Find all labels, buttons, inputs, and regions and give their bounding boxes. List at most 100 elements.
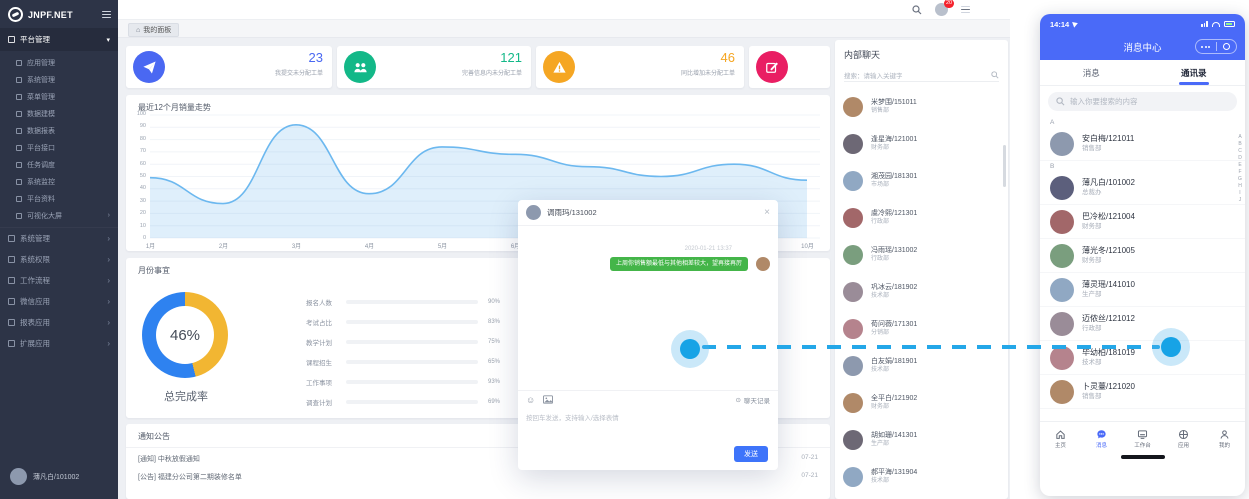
- index-letter[interactable]: I: [1239, 190, 1241, 196]
- chat-history-button[interactable]: ⊙ 聊天记录: [736, 395, 770, 405]
- close-circle-icon[interactable]: [1217, 43, 1237, 50]
- contact-row[interactable]: 逢星海/121001 财务部: [835, 125, 1008, 162]
- contact-row[interactable]: 郝平海/131904 技术部: [835, 458, 1008, 495]
- scrollbar[interactable]: [1003, 145, 1006, 187]
- index-letter[interactable]: B: [1238, 141, 1242, 147]
- stat-card-edit[interactable]: [749, 46, 830, 88]
- sidebar-item[interactable]: 任务调度: [0, 156, 118, 173]
- contact-row[interactable]: 米梦围/151011 销售部: [835, 88, 1008, 125]
- sidebar-item[interactable]: 系统监控: [0, 173, 118, 190]
- sidebar-item[interactable]: 应用管理: [0, 54, 118, 71]
- contact-row[interactable]: 荀问薇/171301 分销部: [835, 310, 1008, 347]
- contact-row[interactable]: 薄灵瑶/141010 生产部: [1040, 273, 1245, 307]
- index-letter[interactable]: H: [1238, 183, 1242, 189]
- nav-workbench[interactable]: 工作台: [1122, 422, 1163, 455]
- tab-messages[interactable]: 消息: [1082, 67, 1100, 78]
- sidebar-group[interactable]: 系统管理 ›: [0, 228, 118, 249]
- contact-row[interactable]: 迈侬丝/121012 行政部: [1040, 307, 1245, 341]
- notice-item[interactable]: [公告] 福建分公司第二期装修名单 07-21: [138, 472, 818, 482]
- sidebar-collapse-icon[interactable]: [102, 9, 112, 20]
- contact-row[interactable]: 丝以漫/181904 技术部: [835, 495, 1008, 499]
- sidebar-item[interactable]: 平台资料: [0, 190, 118, 207]
- close-icon[interactable]: ×: [764, 206, 770, 218]
- search-icon[interactable]: [912, 4, 922, 15]
- tab-contacts[interactable]: 通讯录: [1143, 60, 1246, 85]
- x-tick: 10月: [801, 244, 814, 250]
- sidebar-group-platform[interactable]: 平台管理 ▾: [0, 28, 118, 51]
- index-letter[interactable]: J: [1238, 197, 1242, 203]
- progress-track: [346, 300, 478, 304]
- contact-row[interactable]: 安白梅/121011 销售部: [1040, 127, 1245, 161]
- sidebar-user[interactable]: 薄凡白/101002: [0, 468, 118, 485]
- sidebar-group[interactable]: 报表应用 ›: [0, 312, 118, 333]
- sidebar-group[interactable]: 微信应用 ›: [0, 291, 118, 312]
- people-icon: [344, 51, 376, 83]
- mini-program-capsule[interactable]: [1195, 39, 1237, 54]
- contact-row[interactable]: 湘茂园/181301 市场部: [835, 162, 1008, 199]
- contact-row[interactable]: 薄凡白/101002 总裁办: [1040, 171, 1245, 205]
- avatar: [843, 318, 863, 339]
- message-input[interactable]: 按回车发送，支持输入/选择表情: [526, 415, 619, 422]
- sidebar-group[interactable]: 系统权限 ›: [0, 249, 118, 270]
- sidebar-group[interactable]: 工作流程 ›: [0, 270, 118, 291]
- notice-text: [通知] 中秋放假通知: [138, 456, 200, 463]
- more-icon[interactable]: [1196, 45, 1216, 48]
- warning-icon: [543, 51, 575, 83]
- send-button[interactable]: 发送: [734, 446, 768, 462]
- contact-row[interactable]: 白友娟/181901 技术部: [835, 347, 1008, 384]
- contact-row[interactable]: 虞冷熙/121301 行政部: [835, 199, 1008, 236]
- stat-card-submitted[interactable]: 23 我提交未分配工单: [126, 46, 332, 88]
- sidebar-item[interactable]: 平台接口: [0, 139, 118, 156]
- x-tick: 1月: [145, 244, 156, 250]
- score-title: 月份事宜: [138, 266, 170, 275]
- notice-item[interactable]: [通知] 中秋放假通知 07-21: [138, 454, 818, 464]
- contact-dept: 市场部: [871, 182, 890, 188]
- stat-card-info[interactable]: 121 完善信息内未分配工单: [337, 46, 531, 88]
- chevron-right-icon: ›: [107, 297, 110, 306]
- chat-search[interactable]: 搜索：请输入关键字: [844, 68, 999, 82]
- contact-row[interactable]: 全平白/121902 财务部: [835, 384, 1008, 421]
- avatar: [1050, 277, 1074, 302]
- index-letter[interactable]: D: [1238, 155, 1242, 161]
- sidebar-item[interactable]: 数据报表: [0, 122, 118, 139]
- index-letter[interactable]: E: [1238, 162, 1242, 168]
- phone-search-input[interactable]: 输入你要搜索的内容: [1048, 92, 1237, 111]
- progress-label: 教学计划: [306, 340, 332, 347]
- header-avatar[interactable]: 20: [935, 0, 954, 16]
- contact-row[interactable]: 毕幼柏/181019 技术部: [1040, 341, 1245, 375]
- contact-row[interactable]: 薄光冬/121005 财务部: [1040, 239, 1245, 273]
- tab-my-dashboard[interactable]: ⌂ 我的面板: [128, 23, 180, 37]
- sidebar-item[interactable]: 菜单管理: [0, 88, 118, 105]
- stat-card-warning[interactable]: 46 同比增加未分配工单: [536, 46, 744, 88]
- progress-percent: 75%: [488, 339, 501, 345]
- sidebar-item[interactable]: 可视化大屏 ›: [0, 207, 118, 224]
- nav-mine[interactable]: 我的: [1204, 422, 1245, 455]
- index-letter[interactable]: G: [1238, 176, 1242, 182]
- menu-grid-icon[interactable]: [961, 4, 970, 15]
- emoji-icon[interactable]: ☺: [526, 394, 536, 405]
- contact-row[interactable]: 巩冰云/181902 技术部: [835, 273, 1008, 310]
- sidebar-item[interactable]: 数据建模: [0, 105, 118, 122]
- nav-messages[interactable]: 消息: [1081, 422, 1122, 455]
- sidebar-group[interactable]: 扩展应用 ›: [0, 333, 118, 354]
- nav-apps[interactable]: 应用: [1163, 422, 1204, 455]
- nav-home[interactable]: 主页: [1040, 422, 1081, 455]
- y-tick: 30: [139, 197, 146, 204]
- contact-row[interactable]: 冯雨瑶/131002 行政部: [835, 236, 1008, 273]
- image-icon[interactable]: [543, 395, 554, 404]
- notice-date: 07-21: [801, 454, 818, 461]
- avatar: [843, 281, 863, 302]
- contact-row[interactable]: 卜灵薹/121020 销售部: [1040, 375, 1245, 409]
- progress-label: 考试占比: [306, 320, 332, 327]
- progress-row: 工作事项 93%: [276, 372, 696, 392]
- sidebar-item[interactable]: 系统管理: [0, 71, 118, 88]
- index-letter[interactable]: C: [1238, 148, 1242, 154]
- status-time: 14:14: [1050, 19, 1070, 29]
- index-letter[interactable]: F: [1238, 169, 1242, 175]
- contact-row[interactable]: 巴冷松/121004 财务部: [1040, 205, 1245, 239]
- index-letter[interactable]: A: [1238, 134, 1242, 140]
- contact-row[interactable]: 胡如珊/141301 生产部: [835, 421, 1008, 458]
- sidebar-item-label: 菜单管理: [27, 93, 55, 101]
- group-icon: [8, 277, 15, 284]
